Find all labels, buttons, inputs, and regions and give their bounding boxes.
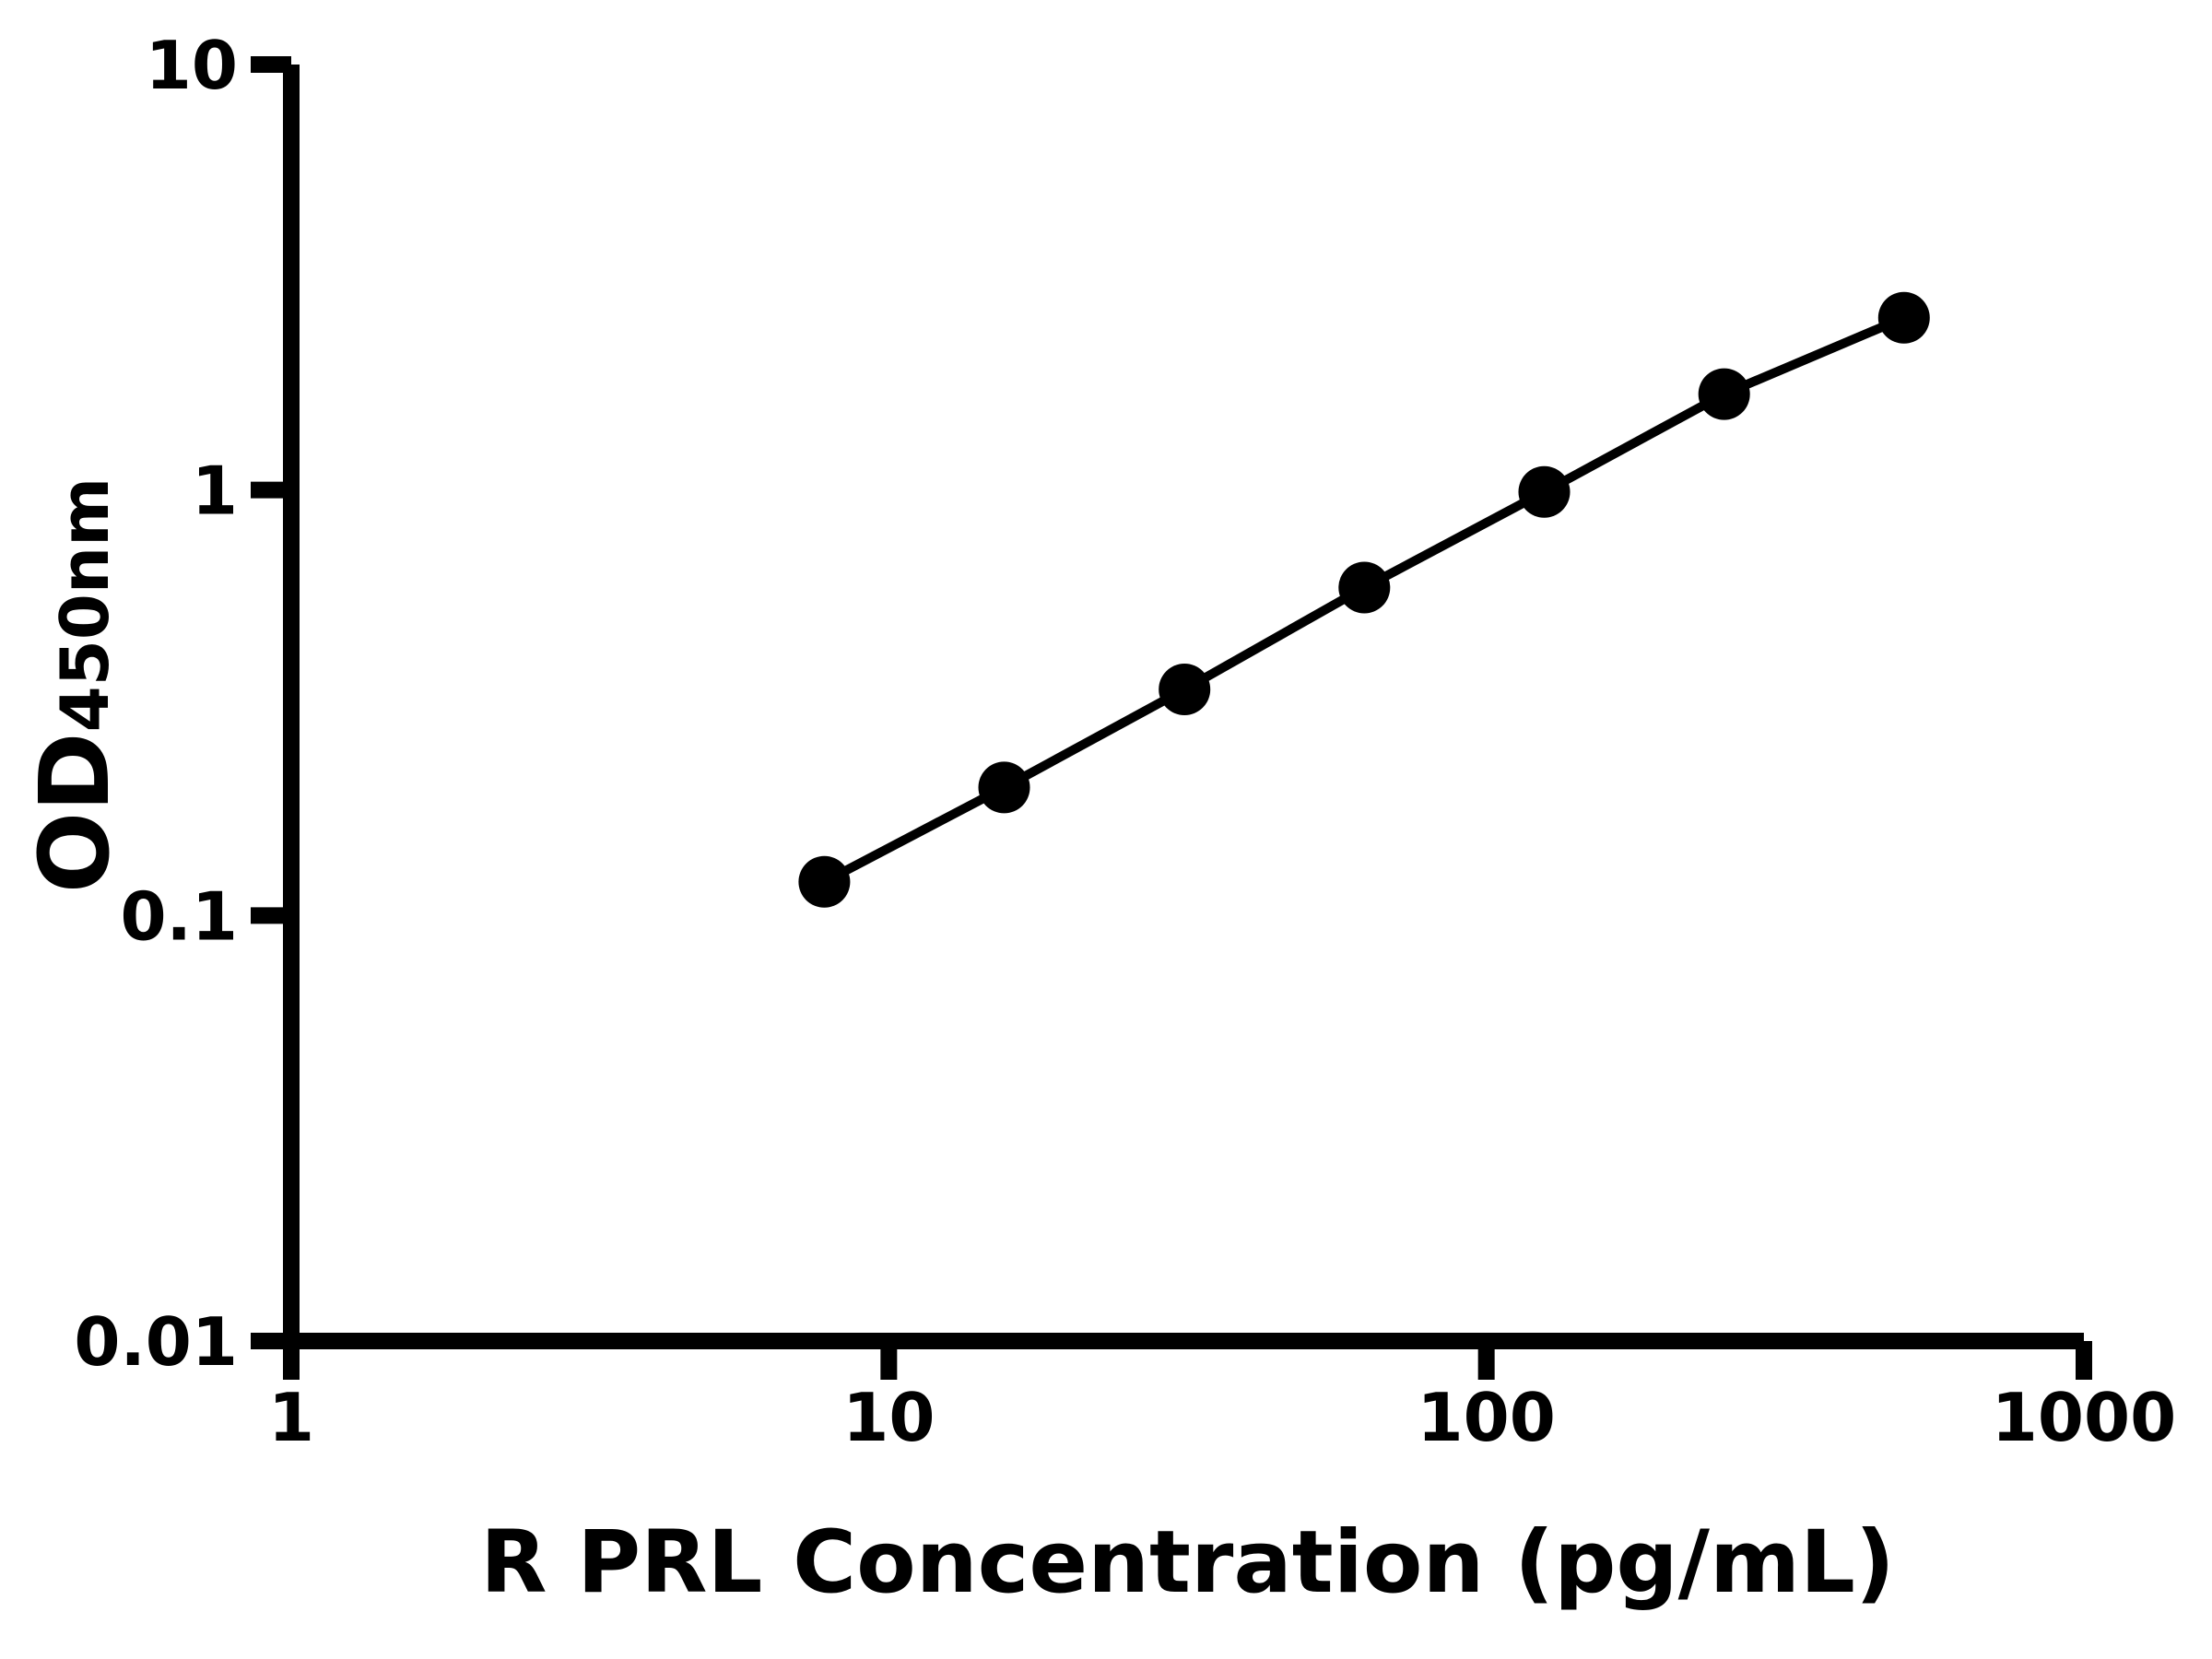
data-point: [1338, 561, 1391, 614]
y-tick-label: 10: [146, 27, 238, 104]
x-tick-label: 10: [842, 1379, 935, 1456]
y-axis-title: OD450nm: [18, 477, 131, 893]
x-axis-title: R PRL Concentration (pg/mL): [480, 1512, 1895, 1613]
data-point: [1877, 291, 1930, 344]
y-tick-label: 0.01: [74, 1303, 238, 1381]
y-axis-title-main: OD: [18, 732, 131, 893]
x-tick-label: 100: [1418, 1379, 1556, 1456]
y-tick-label: 1: [192, 453, 238, 530]
data-point: [1698, 368, 1750, 420]
x-tick-label: 1: [268, 1379, 314, 1456]
data-point: [978, 761, 1030, 814]
data-point: [1159, 664, 1211, 715]
y-tick-label: 0.1: [120, 877, 238, 955]
y-axis-title-subscript: 450nm: [46, 477, 124, 733]
data-point: [798, 855, 851, 908]
x-tick-label: 1000: [1992, 1379, 2176, 1456]
data-point: [1518, 465, 1571, 518]
